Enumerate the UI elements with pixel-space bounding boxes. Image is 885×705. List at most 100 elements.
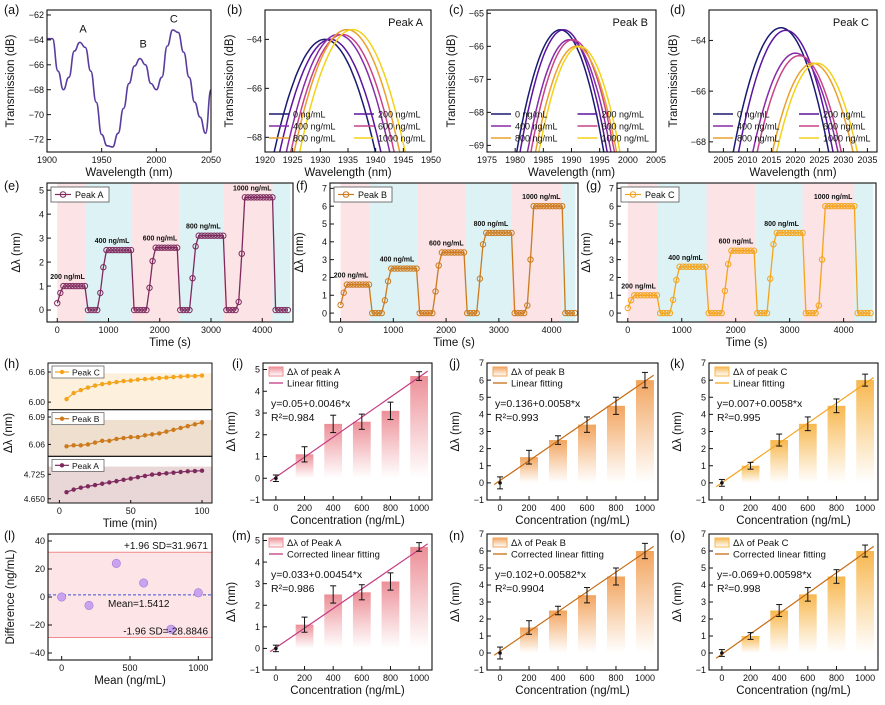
signal-point [463, 309, 471, 317]
legend-label: Linear fitting [287, 379, 339, 390]
signal-point [562, 309, 569, 317]
y-tick-label: −68 [691, 137, 706, 147]
plot-frame [262, 533, 433, 671]
stability-point [92, 482, 98, 488]
legend-label: 800 ng/mL [515, 134, 558, 144]
stability-point [128, 378, 133, 383]
legend-bar-swatch [268, 366, 284, 377]
signal-point [378, 309, 385, 317]
y-tick-label: 3 [255, 408, 260, 418]
signal-point [838, 202, 845, 210]
x-tick-label: 1945 [393, 155, 413, 165]
stability-point [171, 427, 176, 432]
data-bar [606, 405, 625, 483]
stability-point [142, 376, 148, 382]
stability-point [157, 375, 162, 381]
data-bar [798, 423, 817, 483]
legend-box [333, 186, 393, 203]
legend-label: 0 ng/mL [737, 110, 770, 120]
stability-point [164, 471, 169, 476]
legend-label: Δλ of Peak B [511, 538, 566, 549]
signal-point [253, 194, 261, 201]
legend-marker [59, 416, 65, 421]
upper-limit-label: +1.96 SD=31.9671 [124, 541, 208, 552]
legend-label: Corrected linear fitting [511, 550, 604, 561]
x-axis-label: Concentration (ng/mL) [515, 685, 630, 697]
stability-point [128, 434, 133, 440]
signal-point [183, 306, 190, 314]
signal-point [663, 309, 670, 317]
signal-point [767, 275, 774, 282]
signal-point [489, 229, 496, 237]
y-tick-label: 6.09 [28, 412, 45, 422]
x-tick-label: 2030 [833, 155, 853, 165]
x-tick-label: 3000 [780, 325, 800, 335]
plot-frame [616, 182, 877, 323]
legend-marker [629, 191, 637, 198]
signal-point [201, 232, 209, 239]
data-bar [798, 594, 817, 653]
signal-point [631, 292, 638, 299]
x-tick-label: 1000 [635, 673, 655, 683]
legend-marker [59, 369, 65, 375]
signal-point [731, 247, 738, 254]
peak-annotation: A [79, 23, 87, 35]
y-tick-label: −1 [250, 665, 260, 675]
y-tick-label: 6.00 [28, 397, 45, 407]
y-tick-label: 1 [479, 461, 484, 471]
legend-label: 400 ng/mL [293, 122, 336, 132]
stability-point [92, 383, 98, 388]
y-tick-label: −70 [29, 110, 44, 120]
signal-point [441, 249, 449, 256]
legend-box [51, 458, 105, 472]
x-tick-label: 2000 [618, 155, 638, 165]
zero-point [498, 651, 502, 655]
stability-point [114, 379, 119, 385]
legend-bar-swatch [714, 537, 730, 548]
difference-point [111, 558, 121, 568]
spectrum-series-0 [732, 27, 830, 152]
stability-point [178, 425, 183, 431]
x-tick-label: 600 [354, 673, 369, 683]
signal-point [718, 309, 725, 317]
signal-point [679, 263, 687, 270]
signal-point [750, 247, 758, 254]
panel-l: (l) 0 500 1000 −40 −20 0 20 40 Mean (ng/mL) Differ… [4, 529, 213, 687]
plot-frame [262, 362, 433, 501]
signal-point [391, 265, 398, 272]
fit-line [269, 370, 429, 482]
x-tick-label: 1950 [92, 155, 112, 165]
signal-point [223, 306, 230, 314]
panel-title: Peak B [613, 17, 648, 29]
x-tick-label: 800 [829, 503, 844, 513]
signal-point [737, 247, 745, 254]
signal-point [511, 309, 518, 317]
y-tick-label: 0 [255, 644, 260, 654]
time-band [223, 183, 273, 322]
signal-point [708, 309, 716, 317]
signal-point [381, 297, 389, 304]
legend-label: 400 ng/mL [515, 122, 558, 132]
plot-area [47, 29, 211, 148]
stability-point [192, 373, 198, 379]
data-bar [410, 376, 428, 479]
signal-point [372, 309, 379, 317]
signal-point [851, 202, 858, 210]
y-tick-label: 5 [255, 536, 260, 546]
stability-point [171, 374, 176, 380]
x-tick-label: 800 [608, 503, 623, 513]
signal-point [854, 309, 861, 317]
x-tick-label: 100 [195, 506, 210, 516]
signal-point [789, 229, 797, 237]
signal-point [210, 232, 218, 239]
legend-box [620, 186, 680, 203]
signal-point [192, 243, 199, 250]
x-tick-label: 0 [57, 506, 62, 516]
plot-area [337, 183, 578, 322]
signal-point [426, 309, 433, 317]
legend-bar-swatch [268, 537, 284, 548]
signal-point [146, 284, 153, 291]
concentration-annotation: 400 ng/mL [95, 238, 130, 245]
legend-marker [59, 463, 65, 468]
legend-label: Peak B [358, 190, 387, 200]
